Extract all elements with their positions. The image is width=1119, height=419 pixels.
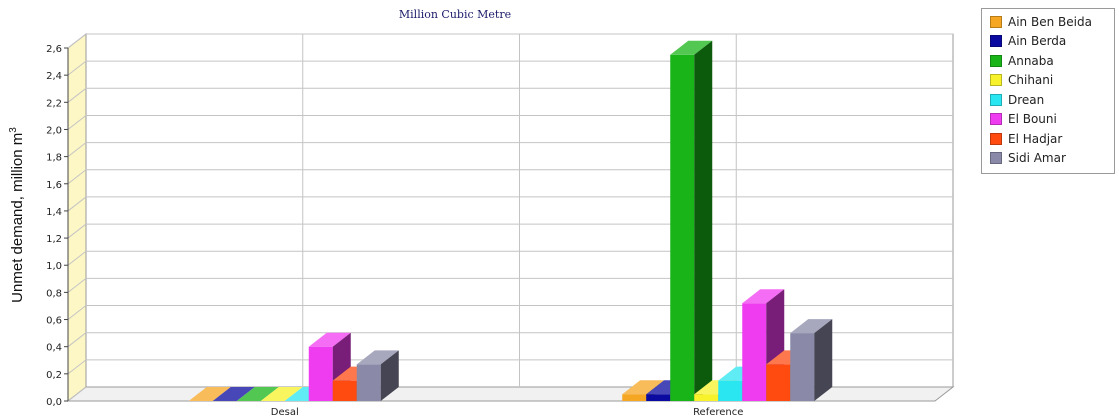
y-tick-label: 2,6 xyxy=(46,44,62,55)
legend: Ain Ben Beida Ain Berda Annaba Chihani Drean… xyxy=(981,8,1115,174)
y-tick-label: 0,8 xyxy=(46,288,62,299)
legend-item: Chihani xyxy=(990,72,1053,89)
bar-top xyxy=(236,387,279,401)
legend-label: El Hadjar xyxy=(1008,131,1063,146)
gridline-side xyxy=(67,169,87,185)
gridline-side xyxy=(67,250,87,266)
chart-title: Million Cubic Metre xyxy=(399,8,511,21)
y-tick-label: 1,0 xyxy=(46,261,62,272)
legend-item: El Hadjar xyxy=(990,130,1062,147)
legend-swatch xyxy=(990,152,1002,164)
gridline-side xyxy=(67,223,87,239)
bar xyxy=(188,387,231,401)
gridline-side xyxy=(67,142,87,158)
bar-front xyxy=(308,346,333,401)
bar-front xyxy=(718,380,743,401)
legend-swatch xyxy=(990,113,1002,125)
legend-swatch xyxy=(990,74,1002,86)
gridline-side xyxy=(67,196,87,212)
bar-front xyxy=(356,364,381,401)
y-tick-label: 1,6 xyxy=(46,180,62,191)
legend-label: Annaba xyxy=(1008,53,1054,68)
bar-front xyxy=(622,394,647,401)
category-label: Desal xyxy=(271,407,299,418)
bar xyxy=(790,319,833,401)
legend-item: Drean xyxy=(990,91,1044,108)
bar-front xyxy=(670,54,695,402)
bar-front xyxy=(790,333,815,401)
bar xyxy=(212,387,255,401)
gridline-side xyxy=(67,386,87,402)
bar-front xyxy=(332,380,357,401)
legend-label: Drean xyxy=(1008,92,1045,107)
bar-top xyxy=(356,350,399,365)
legend-swatch xyxy=(990,15,1002,28)
bar xyxy=(236,387,279,401)
gridline-side xyxy=(67,87,87,103)
bar-front xyxy=(742,303,767,401)
legend-label: Ain Ben Beida xyxy=(1008,14,1092,29)
y-tick-label: 1,2 xyxy=(46,234,62,245)
bar-front xyxy=(694,394,719,401)
bar-top xyxy=(212,387,255,401)
bar-side xyxy=(814,319,833,401)
legend-item: El Bouni xyxy=(990,111,1057,128)
gridline-side xyxy=(67,115,87,130)
svg-text:Unmet demand, million m3: Unmet demand, million m3 xyxy=(8,127,26,303)
legend-item: Ain Ben Beida xyxy=(990,13,1092,30)
bar-side xyxy=(694,40,713,402)
bar xyxy=(670,40,713,402)
bar-top xyxy=(742,289,785,304)
gridline-side xyxy=(67,277,87,293)
y-tick-label: 0,2 xyxy=(46,370,62,381)
y-tick-label: 2,2 xyxy=(46,98,62,109)
y-tick-label: 2,0 xyxy=(46,125,62,136)
y-axis-label: Unmet demand, million m3 xyxy=(8,127,26,303)
legend-swatch xyxy=(990,93,1002,106)
legend-swatch xyxy=(990,35,1002,47)
bar-top xyxy=(260,387,303,401)
gridline-side xyxy=(67,305,87,320)
legend-item: Sidi Amar xyxy=(990,150,1066,167)
bar-front xyxy=(646,394,671,401)
legend-label: El Bouni xyxy=(1008,112,1057,126)
bar xyxy=(260,387,303,401)
legend-swatch xyxy=(990,132,1002,145)
gridline-side xyxy=(67,33,87,49)
legend-item: Annaba xyxy=(990,52,1054,69)
bar-top xyxy=(622,380,665,395)
left-wall xyxy=(67,32,87,403)
gridline-side xyxy=(67,332,87,348)
y-tick-label: 2,4 xyxy=(46,71,62,82)
bar-top xyxy=(308,332,351,347)
category-label: Reference xyxy=(693,407,743,418)
y-tick-label: 1,4 xyxy=(46,207,62,218)
y-tick-label: 0,6 xyxy=(46,316,62,327)
y-tick-label: 0,0 xyxy=(46,397,62,408)
bar-top xyxy=(670,40,713,55)
legend-label: Sidi Amar xyxy=(1008,151,1066,165)
legend-label: Chihani xyxy=(1008,73,1054,87)
gridline-side xyxy=(67,60,87,76)
bar-top xyxy=(790,319,833,334)
y-tick-label: 0,4 xyxy=(46,343,62,354)
legend-item: Ain Berda xyxy=(990,33,1066,50)
y-axis-label-text: Unmet demand, million m xyxy=(9,133,26,303)
gridline-side xyxy=(67,359,87,375)
bar-side xyxy=(380,350,399,401)
legend-label: Ain Berda xyxy=(1008,34,1067,48)
legend-swatch xyxy=(990,54,1002,67)
bar-front xyxy=(766,364,791,401)
y-axis-label-sup: 3 xyxy=(8,127,19,133)
bar-top xyxy=(188,387,231,401)
bar xyxy=(356,350,399,401)
y-tick-label: 1,8 xyxy=(46,153,62,164)
